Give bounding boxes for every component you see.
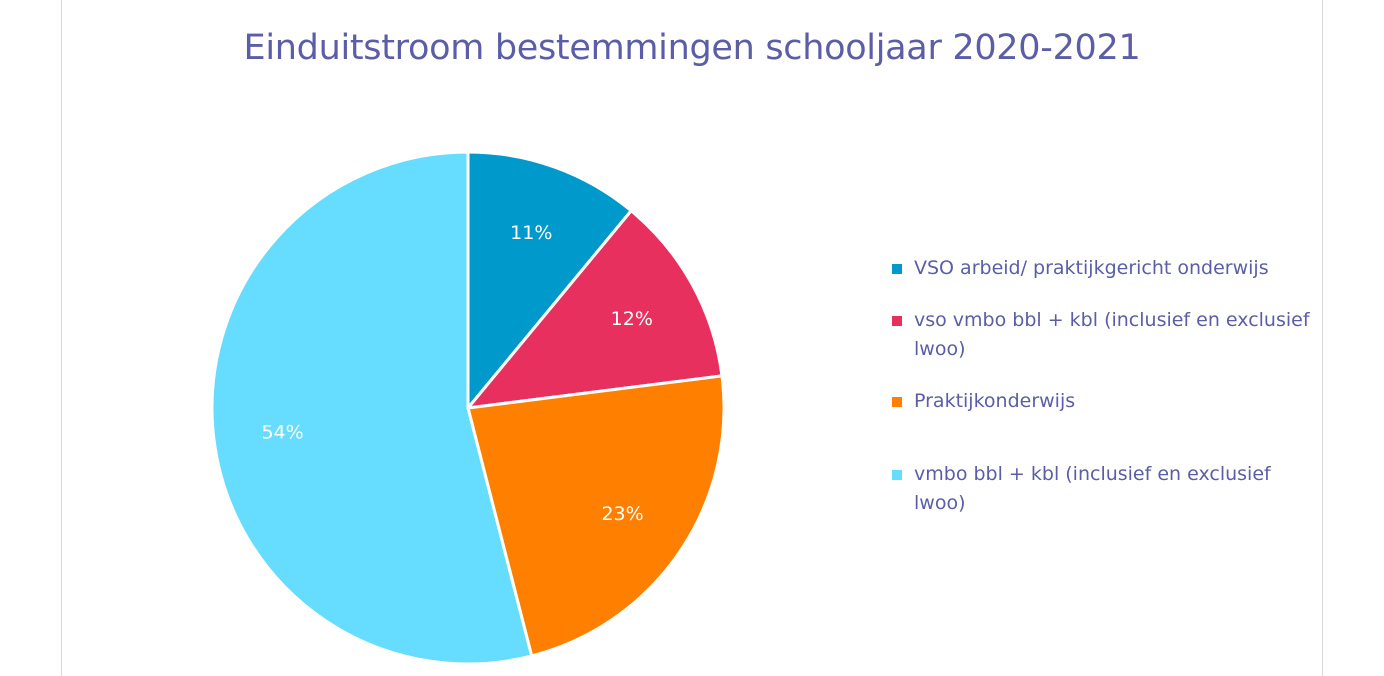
pie-slice-praktijkonderwijs (466, 374, 726, 658)
pie-slice-vso-arbeid (466, 150, 634, 413)
data-label-praktijkonderwijs: 23% (601, 503, 643, 525)
pie-slice-vso-vmbo (464, 208, 724, 410)
data-label-vmbo: 54% (261, 421, 303, 443)
legend-item-praktijkonderwijs: Praktijkonderwijs (892, 387, 1312, 416)
legend-item-vmbo: vmbo bbl + kbl (inclusief en exclusief l… (892, 460, 1312, 518)
legend-swatch-vso-vmbo (892, 316, 902, 326)
legend-item-vso-arbeid: VSO arbeid/ praktijkgericht onderwijs (892, 254, 1312, 283)
legend-label-vso-vmbo: vso vmbo bbl + kbl (inclusief en exclusi… (914, 309, 1310, 360)
data-label-vso-vmbo: 12% (611, 308, 653, 330)
legend-label-vso-arbeid: VSO arbeid/ praktijkgericht onderwijs (914, 257, 1269, 279)
legend-swatch-vmbo (892, 470, 902, 480)
data-label-vso-arbeid: 11% (510, 222, 552, 244)
legend-label-praktijkonderwijs: Praktijkonderwijs (914, 390, 1076, 412)
legend-swatch-vso-arbeid (892, 264, 902, 274)
chart-frame (61, 0, 1323, 676)
legend-swatch-praktijkonderwijs (892, 397, 902, 407)
chart-title: Einduitstroom bestemmingen schooljaar 20… (243, 28, 1141, 68)
chart-legend: VSO arbeid/ praktijkgericht onderwijs vs… (892, 254, 1312, 518)
legend-label-vmbo: vmbo bbl + kbl (inclusief en exclusief l… (914, 463, 1271, 514)
legend-item-vso-vmbo: vso vmbo bbl + kbl (inclusief en exclusi… (892, 306, 1312, 364)
pie-slice-vmbo (210, 150, 534, 666)
